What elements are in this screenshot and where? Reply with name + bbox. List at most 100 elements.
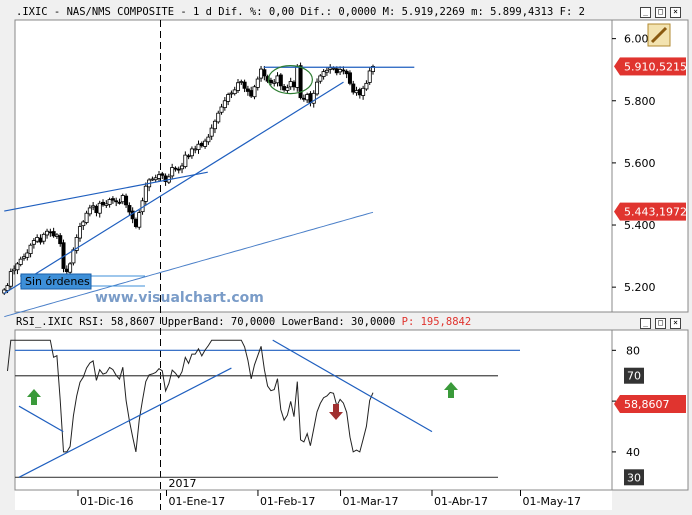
candle-body [199, 142, 204, 147]
candle-body [51, 231, 56, 237]
year-label: 2017 [169, 477, 197, 490]
candle-body [265, 76, 270, 82]
buy-signal-arrow-icon [444, 382, 458, 398]
candle-body [107, 199, 112, 205]
rsi-maximize-button[interactable]: □ [655, 318, 666, 329]
candle-body [101, 201, 106, 206]
rsi-rising-trendline [18, 367, 232, 478]
main-maximize-button[interactable]: □ [655, 7, 666, 18]
candle-body [84, 212, 89, 223]
main-close-button[interactable]: × [670, 7, 681, 18]
candle-body [176, 168, 181, 171]
candle-body [318, 75, 323, 82]
candle-body [203, 140, 208, 147]
candle-body [110, 198, 115, 201]
candle-body [354, 90, 359, 94]
candle-body [367, 70, 372, 83]
price-tick-label: 5.400 [624, 219, 656, 232]
candle-body [94, 205, 99, 213]
candle-body [71, 249, 76, 264]
current-price-badge-pointer [614, 57, 620, 76]
candle-body [117, 201, 122, 204]
candle-body [209, 127, 214, 137]
candle-body [160, 173, 165, 176]
candle-body [275, 75, 280, 84]
candle-body [334, 68, 339, 74]
candle-body [28, 244, 33, 255]
rsi-minimize-button[interactable]: _ [640, 318, 651, 329]
rsi-short-trendline [18, 405, 64, 433]
watermark: www.visualchart.com [95, 290, 264, 306]
rsi-value-badge-pointer [614, 395, 620, 414]
time-tick-label: 01-May-17 [523, 495, 581, 508]
candle-body [196, 143, 201, 150]
candle-body [370, 66, 375, 72]
candle-body [8, 271, 13, 287]
candle-body [216, 112, 221, 123]
candle-body [252, 86, 257, 98]
candle-body [305, 94, 310, 101]
candle-body [156, 174, 161, 179]
candle-body [91, 205, 96, 208]
candle-body [153, 177, 158, 181]
main-minimize-button[interactable]: _ [640, 7, 651, 18]
candle-body [226, 94, 231, 102]
candle-body [311, 92, 316, 104]
candle-body [189, 148, 194, 157]
rsi-header-p: P: 195,8842 [401, 316, 472, 328]
candle-body [193, 148, 198, 151]
rsi-close-button[interactable]: × [670, 318, 681, 329]
candle-body [278, 74, 283, 87]
candle-body [22, 256, 27, 259]
candle-body [295, 66, 300, 88]
candle-body [357, 89, 362, 96]
order-box[interactable] [20, 273, 92, 290]
candle-body [285, 87, 290, 91]
candle-body [81, 221, 86, 227]
candle-body [324, 69, 329, 73]
candle-body [229, 92, 234, 95]
rsi-falling-trendline [272, 339, 433, 433]
candle-body [245, 88, 250, 92]
time-tick-label: 01-Dic-16 [80, 495, 134, 508]
rsi-upper-badge-label: 70 [627, 370, 641, 383]
rsi-line [7, 339, 374, 453]
time-tick-label: 01-Mar-17 [343, 495, 399, 508]
main-plot-border [14, 19, 613, 313]
candle-body [232, 89, 237, 95]
candle-body [249, 90, 254, 97]
main-chart-header: .IXIC - NAS/NMS COMPOSITE - 1 d Dif. %: … [16, 4, 585, 20]
candle-body [301, 97, 306, 100]
candle-body [344, 70, 349, 75]
resize-handle-arrow [650, 26, 668, 44]
candle-body [64, 268, 69, 273]
rsi-header-text: RSI_.IXIC RSI: 58,8607 UpperBand: 70,000… [16, 316, 402, 328]
price-tick-label: 5.800 [624, 95, 656, 108]
main-plot-area [15, 20, 612, 312]
candle-body [272, 81, 277, 84]
rsi-lower-badge-label: 30 [627, 471, 641, 484]
current-price-badge-bg [620, 57, 686, 76]
candle-body [351, 83, 356, 93]
candle-body [137, 212, 142, 228]
candle-body [282, 86, 287, 91]
candle-body [114, 200, 119, 203]
candle-body [5, 285, 10, 291]
candle-body [74, 237, 79, 251]
candle-body [321, 71, 326, 77]
candle-body [255, 78, 260, 88]
candle-body [68, 263, 73, 273]
candle-body [338, 68, 343, 73]
candle-body [291, 81, 296, 88]
ma-price-badge-label: 5.443,1972 [624, 206, 687, 219]
rsi-value-badge-label: 58,8607 [624, 398, 670, 411]
candle-body [212, 120, 217, 130]
candle-body [364, 82, 369, 90]
candle-body [25, 252, 30, 258]
rising-support-trendline [3, 81, 344, 294]
candle-body [77, 226, 82, 239]
current-price-badge-label: 5.910,5215 [624, 60, 687, 73]
rsi-tick-label: 40 [626, 446, 640, 459]
